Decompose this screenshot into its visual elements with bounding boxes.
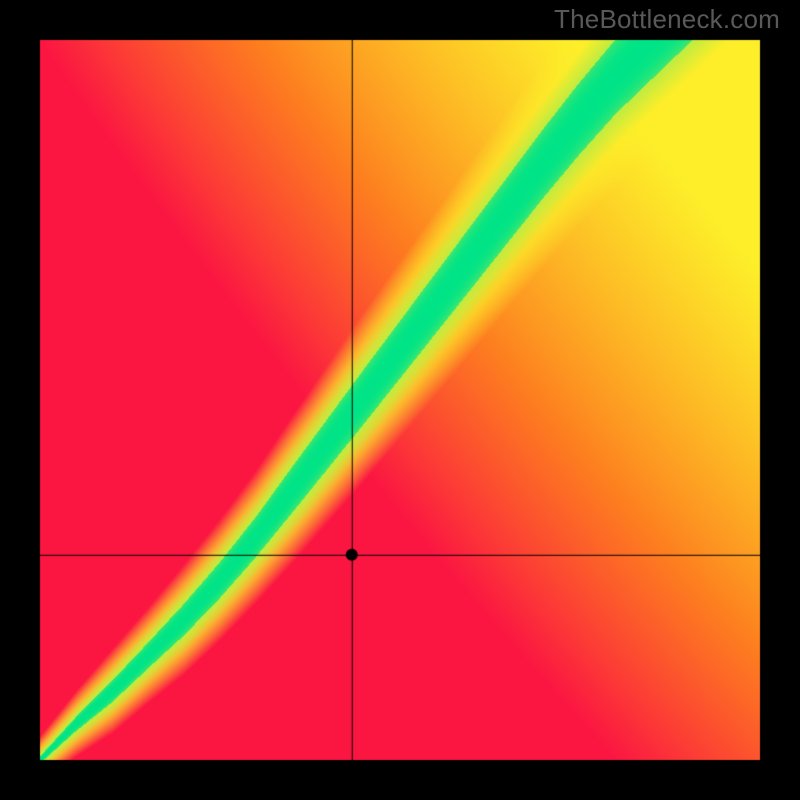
heatmap-canvas bbox=[0, 0, 800, 800]
chart-container: { "watermark": { "text": "TheBottleneck.… bbox=[0, 0, 800, 800]
watermark-text: TheBottleneck.com bbox=[554, 4, 780, 35]
